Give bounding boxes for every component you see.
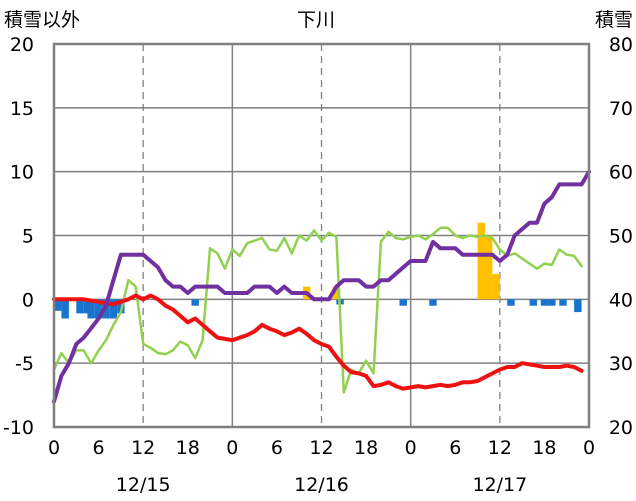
x-hour-label: 0 [226, 437, 238, 459]
left-tick-label: 5 [22, 226, 34, 248]
plot-frame [52, 42, 591, 429]
right-tick-label: 40 [609, 289, 633, 311]
sunshine-bar [191, 299, 199, 306]
precipitation-bar [332, 286, 341, 300]
right-tick-label: 30 [609, 353, 633, 375]
left-tick-label: 20 [10, 34, 34, 56]
sunshine-bar [429, 299, 437, 306]
sunshine-bar [540, 299, 549, 306]
x-hour-label: 6 [449, 437, 461, 459]
x-hour-label: 0 [405, 437, 417, 459]
right-tick-label: 20 [609, 417, 633, 439]
right-axis-title: 積雪 [595, 9, 633, 31]
precipitation-bar [477, 222, 485, 300]
sunshine-bar [399, 299, 407, 306]
x-hour-label: 0 [48, 437, 60, 459]
left-tick-label: -5 [15, 353, 34, 375]
x-hour-label: 12 [131, 437, 155, 459]
left-tick-label: 15 [10, 98, 34, 120]
x-hour-label: 6 [93, 437, 105, 459]
sunshine-bar [109, 299, 118, 319]
sunshine-bar [559, 299, 567, 306]
sunshine-bar [87, 299, 95, 319]
sunshine-bar [507, 299, 515, 306]
wind-line [52, 226, 583, 394]
right-tick-label: 60 [609, 162, 633, 184]
right-tick-label: 70 [609, 98, 633, 120]
sunshine-bar [76, 299, 84, 314]
x-hour-label: 6 [271, 437, 283, 459]
left-tick-label: 0 [22, 289, 34, 311]
sunshine-bar [574, 299, 582, 313]
left-axis-title: 積雪以外 [4, 9, 80, 31]
chart-title: 下川 [297, 9, 335, 31]
left-tick-label: -10 [3, 417, 34, 439]
x-date-label: 12/16 [294, 474, 349, 496]
snow_depth-line [52, 169, 591, 404]
sunshine-bar [54, 299, 62, 311]
precipitation-bar [492, 273, 500, 300]
sunshine-bar [61, 299, 69, 319]
sunshine-bar [94, 299, 103, 319]
precipitation-bar [484, 235, 493, 300]
x-hour-label: 12 [309, 437, 333, 459]
right-tick-label: 80 [609, 34, 633, 56]
temperature-line [52, 293, 584, 391]
x-hour-label: 18 [532, 437, 556, 459]
x-hour-label: 18 [354, 437, 378, 459]
sunshine-bar [529, 299, 537, 306]
x-hour-label: 18 [176, 437, 200, 459]
x-hour-label: 0 [583, 437, 595, 459]
x-date-label: 12/15 [116, 474, 171, 496]
x-hour-label: 12 [488, 437, 512, 459]
sunshine-bar [117, 299, 125, 314]
left-tick-label: 10 [10, 162, 34, 184]
sunshine-bar [548, 299, 556, 306]
x-date-label: 12/17 [472, 474, 527, 496]
right-tick-label: 50 [609, 226, 633, 248]
